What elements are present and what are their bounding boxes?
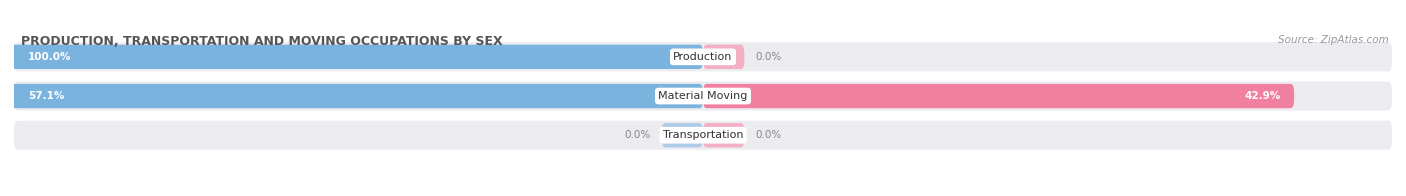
Text: 100.0%: 100.0%: [28, 52, 72, 62]
FancyBboxPatch shape: [0, 45, 703, 69]
Text: PRODUCTION, TRANSPORTATION AND MOVING OCCUPATIONS BY SEX: PRODUCTION, TRANSPORTATION AND MOVING OC…: [21, 35, 502, 48]
FancyBboxPatch shape: [703, 84, 1294, 108]
FancyBboxPatch shape: [14, 42, 1392, 71]
Text: 57.1%: 57.1%: [28, 91, 65, 101]
FancyBboxPatch shape: [14, 121, 1392, 150]
Text: 0.0%: 0.0%: [755, 52, 782, 62]
Text: Transportation: Transportation: [662, 130, 744, 140]
Text: Production: Production: [673, 52, 733, 62]
Text: Source: ZipAtlas.com: Source: ZipAtlas.com: [1278, 35, 1389, 45]
FancyBboxPatch shape: [662, 123, 703, 147]
Text: 0.0%: 0.0%: [755, 130, 782, 140]
FancyBboxPatch shape: [0, 84, 703, 108]
FancyBboxPatch shape: [14, 82, 1392, 111]
FancyBboxPatch shape: [703, 123, 744, 147]
Text: Material Moving: Material Moving: [658, 91, 748, 101]
Text: 42.9%: 42.9%: [1244, 91, 1281, 101]
FancyBboxPatch shape: [703, 45, 744, 69]
Text: 0.0%: 0.0%: [624, 130, 651, 140]
